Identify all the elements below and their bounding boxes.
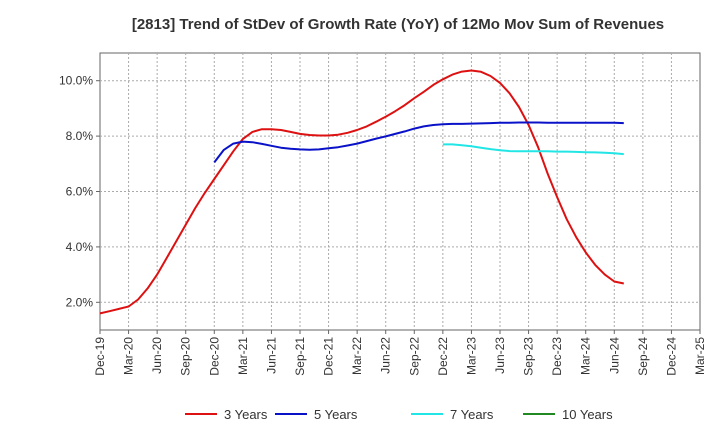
grid-layer <box>100 53 700 330</box>
legend-label: 3 Years <box>224 407 268 422</box>
x-tick-label: Mar-20 <box>122 337 136 375</box>
x-tick-label: Dec-23 <box>550 337 564 376</box>
legend: 3 Years 5 Years 7 Years 10 Years <box>185 407 613 422</box>
legend-item: 5 Years <box>275 407 358 422</box>
legend-label: 5 Years <box>314 407 358 422</box>
y-tick-label: 2.0% <box>66 295 94 309</box>
series-line-5-years <box>213 121 624 164</box>
y-tick-label: 8.0% <box>66 129 94 143</box>
legend-label: 7 Years <box>450 407 494 422</box>
x-tick-label: Jun-20 <box>150 337 164 374</box>
series-layer <box>99 69 625 315</box>
x-tick-label: Dec-21 <box>322 337 336 376</box>
y-tick-label: 10.0% <box>59 74 93 88</box>
x-tick-label: Sep-20 <box>179 337 193 376</box>
y-tick-label: 4.0% <box>66 240 94 254</box>
x-tick-label: Jun-24 <box>607 337 621 374</box>
x-tick-label: Sep-22 <box>407 337 421 376</box>
legend-item: 7 Years <box>411 407 494 422</box>
x-tick-label: Mar-23 <box>464 337 478 375</box>
x-tick-label: Mar-25 <box>693 337 707 375</box>
series-line-7-years <box>442 143 624 156</box>
x-tick-label: Sep-24 <box>636 337 650 376</box>
x-tick-label: Dec-19 <box>93 337 107 376</box>
x-tick-label: Sep-23 <box>522 337 536 376</box>
x-tick-label: Mar-22 <box>350 337 364 375</box>
x-tick-label: Jun-22 <box>379 337 393 374</box>
x-tick-label: Dec-24 <box>664 337 678 376</box>
series-line-3-years <box>99 69 625 315</box>
x-tick-label: Mar-21 <box>236 337 250 375</box>
x-tick-label: Mar-24 <box>579 337 593 375</box>
legend-item: 3 Years <box>185 407 268 422</box>
x-tick-label: Jun-21 <box>264 337 278 374</box>
chart-title: [2813] Trend of StDev of Growth Rate (Yo… <box>132 16 664 33</box>
legend-item: 10 Years <box>523 407 613 422</box>
x-tick-label: Sep-21 <box>293 337 307 376</box>
axis-layer: Dec-19 Mar-20 Jun-20 Sep-20 Dec-20 Mar-21 Jun-… <box>59 74 707 376</box>
x-tick-label: Dec-22 <box>436 337 450 376</box>
y-tick-label: 6.0% <box>66 185 94 199</box>
x-tick-label: Jun-23 <box>493 337 507 374</box>
legend-label: 10 Years <box>562 407 613 422</box>
x-tick-label: Dec-20 <box>207 337 221 376</box>
